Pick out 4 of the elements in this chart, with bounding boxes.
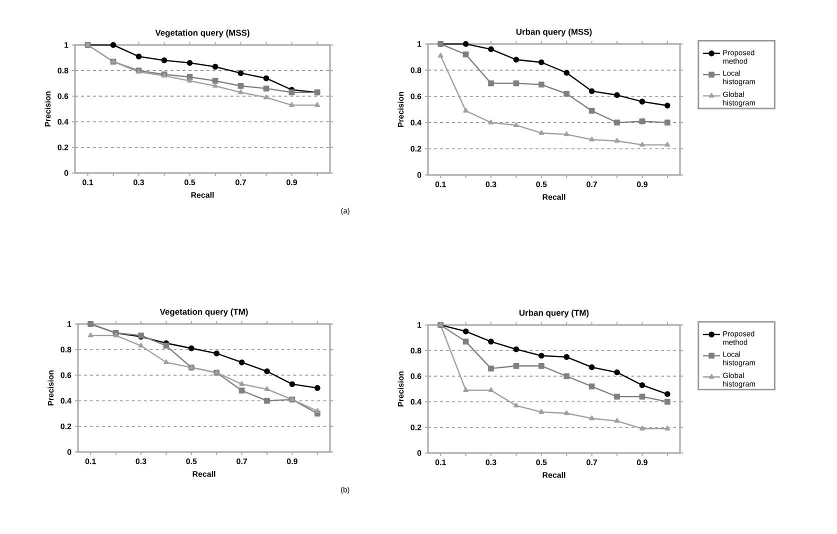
chart-title: Urban query (TM)	[519, 310, 589, 318]
chart-title: Urban query (MSS)	[516, 28, 592, 36]
chart-title: Vegetation query (TM)	[160, 308, 248, 316]
chart-title: Vegetation query (MSS)	[155, 30, 250, 38]
